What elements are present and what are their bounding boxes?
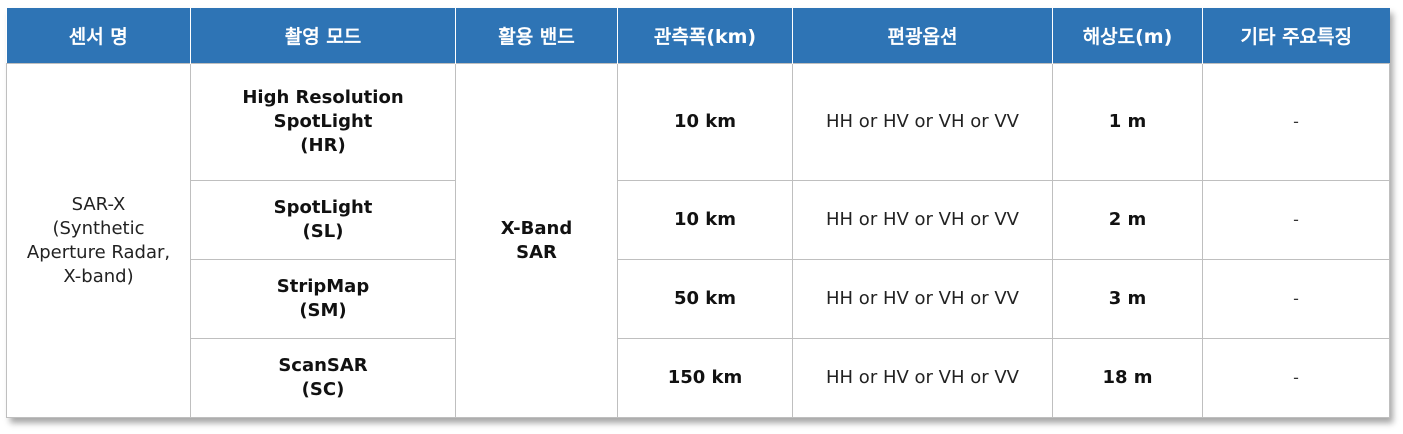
band-cell: X-Band SAR — [455, 63, 618, 418]
mode-line: StripMap — [276, 276, 370, 298]
table-row: SAR-X (Synthetic Aperture Radar, X-band)… — [6, 62, 1390, 418]
swath-cell: 150 km — [617, 338, 793, 418]
mode-cell: SpotLight (SL) — [190, 180, 456, 261]
mode-cell: High Resolution SpotLight (HR) — [190, 62, 456, 182]
mode-line: (SC) — [301, 379, 345, 401]
band-line: SAR — [516, 241, 557, 263]
mode-cell: StripMap (SM) — [190, 259, 456, 340]
header-resolution: 해상도(m) — [1052, 8, 1203, 64]
table-row: StripMap (SM) 50 km HH or HV or VH or VV… — [7, 259, 1390, 340]
header-capture-mode: 촬영 모드 — [190, 8, 456, 64]
header-sensor-name: 센서 명 — [6, 8, 191, 64]
polarization-cell: HH or HV or VH or VV — [792, 180, 1053, 261]
mode-line: SpotLight — [273, 111, 373, 133]
sensor-name-line: SAR-X — [71, 193, 126, 215]
header-other-features: 기타 주요특징 — [1202, 8, 1390, 64]
mode-line: (HR) — [300, 135, 346, 157]
polarization-cell: HH or HV or VH or VV — [792, 62, 1053, 182]
mode-line: (SL) — [302, 221, 344, 243]
other-features-cell: - — [1202, 259, 1390, 340]
resolution-cell: 2 m — [1052, 180, 1203, 261]
resolution-cell: 18 m — [1052, 338, 1203, 418]
other-features-cell: - — [1202, 62, 1390, 182]
band-line: X-Band — [500, 217, 573, 239]
mode-line: SpotLight — [273, 197, 373, 219]
swath-cell: 10 km — [617, 62, 793, 182]
sensor-name-line: Aperture Radar, — [26, 241, 171, 263]
header-polarization: 편광옵션 — [792, 8, 1053, 64]
mode-line: High Resolution — [242, 87, 404, 109]
resolution-cell: 3 m — [1052, 259, 1203, 340]
swath-cell: 50 km — [617, 259, 793, 340]
polarization-cell: HH or HV or VH or VV — [792, 338, 1053, 418]
table-row: SpotLight (SL) 10 km HH or HV or VH or V… — [7, 180, 1390, 261]
other-features-cell: - — [1202, 338, 1390, 418]
sensor-name-line: X-band) — [63, 265, 134, 287]
sar-spec-table-container: 센서 명 촬영 모드 활용 밴드 관측폭(km) 편광옵션 해상도(m) 기타 … — [6, 8, 1390, 418]
sensor-name-line: (Synthetic — [52, 217, 145, 239]
sar-spec-table: 센서 명 촬영 모드 활용 밴드 관측폭(km) 편광옵션 해상도(m) 기타 … — [6, 8, 1390, 418]
swath-cell: 10 km — [617, 180, 793, 261]
mode-cell: ScanSAR (SC) — [190, 338, 456, 418]
sensor-name-cell: SAR-X (Synthetic Aperture Radar, X-band) — [6, 63, 191, 418]
header-band: 활용 밴드 — [455, 8, 618, 64]
other-features-cell: - — [1202, 180, 1390, 261]
mode-line: ScanSAR — [278, 355, 368, 377]
resolution-cell: 1 m — [1052, 62, 1203, 182]
polarization-cell: HH or HV or VH or VV — [792, 259, 1053, 340]
table-row: ScanSAR (SC) 150 km HH or HV or VH or VV… — [7, 338, 1390, 418]
header-swath: 관측폭(km) — [617, 8, 793, 64]
mode-line: (SM) — [299, 300, 347, 322]
header-row: 센서 명 촬영 모드 활용 밴드 관측폭(km) 편광옵션 해상도(m) 기타 … — [6, 8, 1390, 64]
